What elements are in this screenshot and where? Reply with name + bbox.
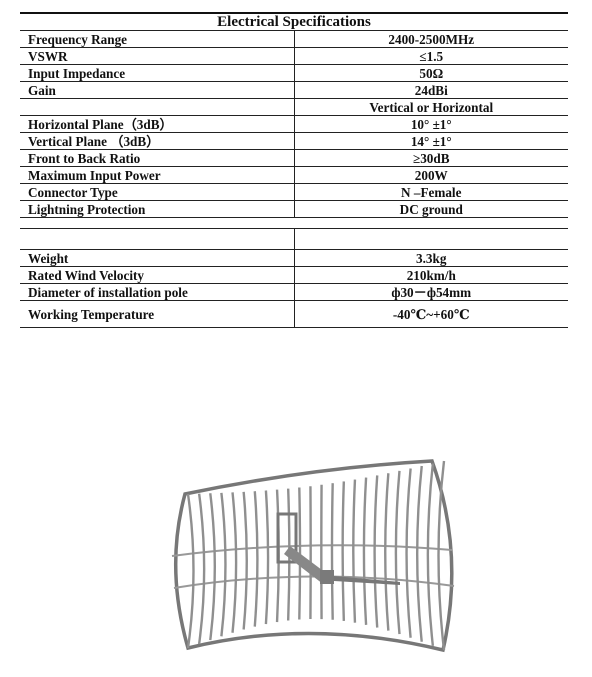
antenna-rib	[242, 491, 248, 630]
electrical-spec-table: Electrical Specifications Frequency Rang…	[20, 12, 568, 328]
spec-label: Working Temperature	[20, 300, 294, 328]
spec-value: 200W	[293, 166, 568, 184]
spec-value: -40℃~+60℃	[293, 300, 568, 328]
spec-value: Vertical or Horizontal	[293, 98, 568, 116]
blank-cell	[20, 228, 294, 250]
antenna-rib	[415, 465, 423, 642]
table-title: Electrical Specifications	[20, 12, 568, 31]
spec-value: 3.3kg	[293, 249, 568, 267]
spec-table-container: Electrical Specifications Frequency Rang…	[20, 12, 568, 328]
spec-label: Connector Type	[20, 183, 294, 201]
spec-value: 24dBi	[293, 81, 568, 99]
spec-label: Vertical Plane （3dB）	[20, 132, 294, 150]
antenna-rib	[253, 491, 259, 627]
spec-label: Input Impedance	[20, 64, 294, 82]
spec-label: Maximum Input Power	[20, 166, 294, 184]
spec-label: Gain	[20, 81, 294, 99]
spec-label: Frequency Range	[20, 30, 294, 48]
antenna-rib	[298, 487, 302, 620]
spec-label: Diameter of installation pole	[20, 283, 294, 301]
spec-label: Front to Back Ratio	[20, 149, 294, 167]
spec-value: 14° ±1°	[293, 132, 568, 150]
spec-value: ф30－ф54mm	[293, 283, 568, 301]
spec-label: Horizontal Plane（3dB）	[20, 115, 294, 133]
antenna-rib	[330, 483, 334, 620]
antenna-rib	[197, 493, 206, 645]
antenna-rib	[352, 479, 357, 623]
antenna-rib	[437, 460, 446, 651]
spec-value: DC ground	[293, 200, 568, 218]
antenna-rib	[186, 493, 195, 649]
antenna-ribs	[186, 460, 446, 651]
spec-value: 210km/h	[293, 266, 568, 284]
antenna-rib	[220, 492, 227, 637]
spec-value: 2400-2500MHz	[293, 30, 568, 48]
spec-value: N –Female	[293, 183, 568, 201]
spec-label	[20, 98, 294, 116]
spec-value: ≥30dB	[293, 149, 568, 167]
spec-value: 10° ±1°	[293, 115, 568, 133]
spec-label: Rated Wind Velocity	[20, 266, 294, 284]
antenna-feed	[276, 512, 400, 585]
antenna-rib	[394, 470, 401, 635]
spec-label: VSWR	[20, 47, 294, 65]
section-gap	[20, 217, 568, 229]
spec-value: 50Ω	[293, 64, 568, 82]
antenna-rib	[231, 492, 238, 633]
antenna-rib	[405, 468, 412, 638]
blank-cell	[293, 228, 568, 250]
antenna-rib	[426, 463, 435, 646]
antenna-rib	[384, 473, 390, 631]
spec-value: ≤1.5	[293, 47, 568, 65]
grid-antenna-image	[171, 459, 455, 653]
antenna-rib	[209, 493, 216, 641]
antenna-rib	[373, 475, 379, 628]
antenna-rib	[264, 490, 270, 625]
spec-label: Lightning Protection	[20, 200, 294, 218]
antenna-rib	[362, 477, 368, 625]
spec-label: Weight	[20, 249, 294, 267]
antenna-rib	[341, 481, 346, 621]
